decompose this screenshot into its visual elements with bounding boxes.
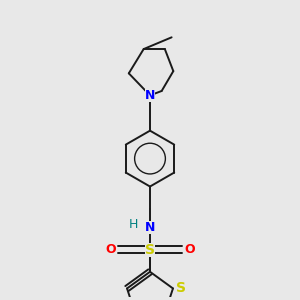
Text: H: H: [129, 218, 139, 231]
Text: O: O: [184, 243, 195, 256]
Text: S: S: [176, 281, 186, 296]
Text: N: N: [145, 89, 155, 102]
Text: N: N: [145, 221, 155, 234]
Text: S: S: [145, 243, 155, 257]
Text: O: O: [105, 243, 116, 256]
